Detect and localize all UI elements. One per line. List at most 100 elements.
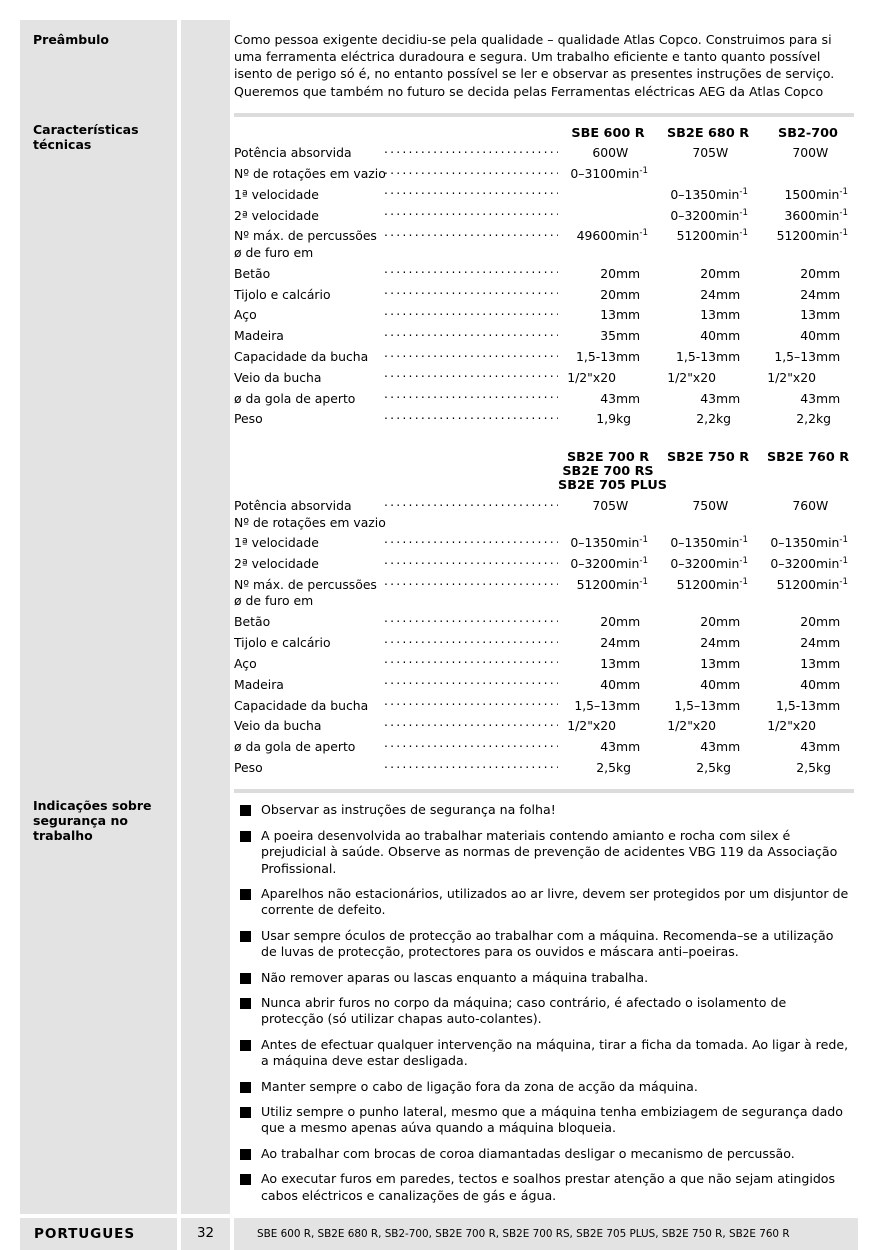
spec-unit: W (716, 498, 729, 514)
safety-list-item-text: Ao executar furos em paredes, tectos e s… (261, 1171, 836, 1203)
bullet-square-icon (240, 1174, 251, 1186)
bullet-square-icon (240, 972, 251, 984)
spec-row-label: Potência absorvida (234, 498, 352, 514)
spec-unit: mm (716, 307, 741, 323)
spec-unit: mm (816, 655, 841, 671)
spec-value: 51200 (776, 577, 816, 593)
spec-unit (716, 365, 758, 386)
spec-row-label: ø da gola de aperto (234, 390, 356, 406)
spec-unit (716, 714, 758, 735)
spec-unit (816, 515, 858, 531)
spec-dot-leader: ........................................ (384, 755, 558, 771)
spec-model-header: SB2-700 (778, 125, 838, 141)
spec-dot-leader: ........................................ (384, 734, 558, 750)
spec-row: Veio da bucha...........................… (234, 365, 858, 386)
safety-list-item-text: Nunca abrir furos no corpo da máquina; c… (261, 995, 787, 1027)
spec-model-header: SB2E 680 R (666, 125, 750, 141)
bullet-square-icon (240, 1081, 251, 1093)
safety-list-item: Nunca abrir furos no corpo da máquina; c… (234, 995, 852, 1028)
spec-row: 1ª velocidade...........................… (234, 531, 858, 552)
safety-list-item-text: Aparelhos não estacionários, utilizados … (261, 885, 849, 918)
spec-value: 43 (700, 739, 716, 755)
spec-row: ø de furo em (234, 245, 858, 261)
spec-unit: mm (816, 739, 841, 755)
spec-unit (816, 245, 858, 261)
spec-value (558, 593, 616, 609)
spec-row: Betão...................................… (234, 610, 858, 631)
spec-unit: W (816, 145, 829, 161)
spec-row: 2ª velocidade...........................… (234, 203, 858, 224)
spec-value: 40 (700, 328, 716, 344)
spec-value: 0–1350 (770, 535, 816, 551)
spec-unit: mm (615, 390, 641, 406)
spec-row: Aço.....................................… (234, 651, 858, 672)
spec-value: 1,9 (596, 411, 616, 427)
spec-dot-leader: ........................................ (384, 161, 558, 177)
spec-value: 1,5-13 (576, 348, 616, 364)
spec-value: 760 (792, 498, 816, 514)
bullet-square-icon (240, 805, 251, 817)
bullet-square-icon (240, 1107, 251, 1119)
safety-bullet-list: Observar as instruções de segurança na f… (234, 793, 858, 1214)
spec-value: 13 (600, 655, 616, 671)
spec-value: 24 (700, 635, 716, 651)
spec-row: Tijolo e calcário.......................… (234, 631, 858, 652)
spec-unit (616, 714, 658, 735)
spec-unit: mm (716, 635, 741, 651)
spec-value: 24 (600, 635, 616, 651)
spec-unit: W (816, 498, 829, 514)
spec-row: Betão...................................… (234, 261, 858, 282)
spec-row-label: Nº máx. de percussões (234, 577, 377, 593)
spec-dot-leader: ........................................ (384, 182, 558, 198)
spec-value: 51200 (776, 228, 816, 244)
spec-dot-leader: ........................................ (384, 365, 558, 381)
spec-value: 51200 (676, 228, 716, 244)
spec-dot-leader (384, 593, 558, 609)
spec-unit: min-1 (616, 576, 648, 593)
spec-unit: mm (616, 739, 641, 755)
spec-row: Nº de rotações em vazio (234, 515, 858, 531)
spec-row-label: Nº de rotações em vazio (234, 166, 386, 182)
spec-table-header-row: SB2E 700 R SB2E 750 R SB2E 760 R (234, 450, 858, 465)
spec-unit: mm (816, 307, 841, 323)
spec-unit: mm (616, 655, 641, 671)
spec-value: 1,5-13 (776, 697, 816, 713)
spec-row: 1ª velocidade...........................… (234, 182, 858, 203)
page-footer: PORTUGUES 32 SBE 600 R, SB2E 680 R, SB2-… (20, 1218, 858, 1250)
spec-unit-exponent: -1 (839, 556, 848, 567)
spec-table-block: SB2E 700 R SB2E 750 R SB2E 760 R SB2E 700 R… (234, 450, 858, 777)
spec-row: Madeira.................................… (234, 672, 858, 693)
spec-unit (616, 182, 658, 203)
spec-unit: mm (816, 286, 841, 302)
safety-list-item: Observar as instruções de segurança na f… (234, 802, 852, 818)
spec-unit: min-1 (816, 186, 848, 202)
spec-value: 43 (600, 739, 616, 755)
spec-row: 2ª velocidade...........................… (234, 552, 858, 573)
spec-value: 13 (700, 655, 716, 671)
spec-value: 1/2"x20 (767, 369, 816, 385)
spec-value: 20 (700, 265, 716, 281)
spec-header-spacer (234, 450, 558, 465)
spec-unit-exponent: -1 (839, 228, 848, 239)
spec-model-header: SB2E 760 R (766, 449, 850, 465)
footer-model-list: SBE 600 R, SB2E 680 R, SB2-700, SB2E 700… (234, 1218, 858, 1250)
spec-unit: min-1 (615, 228, 648, 244)
spec-value: 49600 (576, 228, 616, 244)
spec-table: SBE 600 R SB2E 680 R SB2-700 Potência absor… (234, 126, 858, 428)
spec-unit: min-1 (616, 535, 648, 551)
spec-row-label: Madeira (234, 676, 284, 692)
spec-unit: min-1 (716, 556, 748, 572)
spec-unit: min-1 (716, 228, 748, 244)
spec-dot-leader: ........................................ (384, 551, 558, 567)
bullet-square-icon (240, 830, 251, 842)
spec-unit (616, 515, 658, 531)
spec-value: 1/2"x20 (667, 369, 716, 385)
spec-value: 43 (800, 390, 816, 406)
section-preamble: Preâmbulo Como pessoa exigente decidiu-s… (20, 20, 858, 110)
spec-value: 1500 (784, 186, 816, 202)
spec-row: Peso....................................… (234, 756, 858, 777)
spec-unit (716, 245, 758, 261)
spec-unit: min-1 (616, 556, 648, 572)
spec-dot-leader: ........................................ (384, 224, 558, 240)
spec-unit-exponent: -1 (739, 207, 748, 218)
